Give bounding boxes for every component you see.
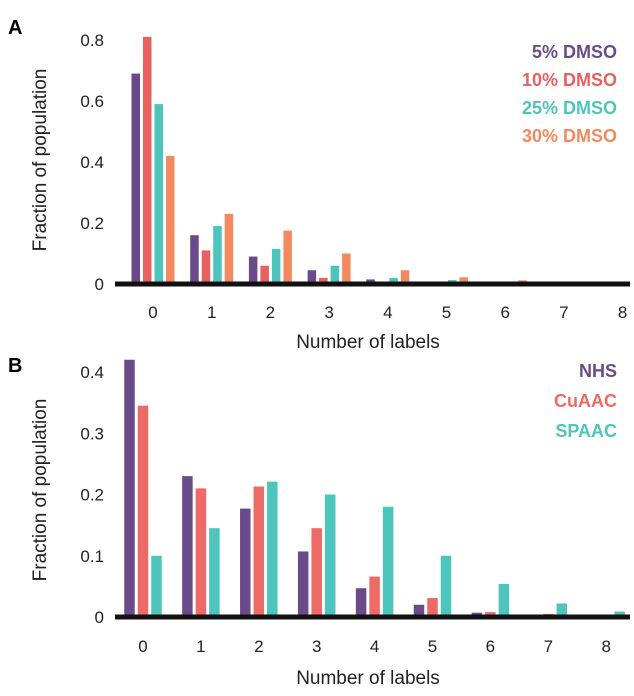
y-tick-label: 0.8 xyxy=(80,31,104,50)
y-tick-label: 0 xyxy=(95,275,104,294)
legend-entry: NHS xyxy=(579,361,617,381)
bar xyxy=(138,406,149,617)
x-tick-label: 7 xyxy=(544,637,553,656)
bar xyxy=(196,488,207,617)
bar xyxy=(132,74,141,284)
bar xyxy=(143,37,152,284)
bar xyxy=(155,104,164,284)
x-axis-title-a: Number of labels xyxy=(296,332,440,353)
bar xyxy=(166,156,175,284)
bar xyxy=(311,528,322,617)
y-tick-label: 0 xyxy=(95,608,104,627)
bar xyxy=(209,528,220,617)
bar xyxy=(213,226,222,284)
panel-b: B Fraction of population Number of label… xyxy=(8,355,630,689)
bar xyxy=(383,507,394,617)
legend-entry: 10% DMSO xyxy=(522,70,617,90)
bar xyxy=(124,360,135,617)
x-tick-label: 8 xyxy=(601,637,610,656)
legend-entry: SPAAC xyxy=(555,421,617,441)
bar xyxy=(182,476,193,617)
panel-letter-a: A xyxy=(8,17,22,39)
x-tick-labels-b: 0 1 2 3 4 5 6 7 8 xyxy=(138,637,611,656)
x-axis-title-b: Number of labels xyxy=(296,668,440,689)
bar xyxy=(240,509,251,617)
x-tick-labels-a: 0 1 2 3 4 5 6 7 8 xyxy=(148,303,627,322)
x-tick-label: 2 xyxy=(254,637,263,656)
x-tick-label: 3 xyxy=(312,637,321,656)
bar xyxy=(260,266,269,284)
bar xyxy=(283,231,292,284)
bar xyxy=(356,588,367,617)
bar xyxy=(272,249,281,284)
y-tick-label: 0.2 xyxy=(80,214,104,233)
x-tick-label: 7 xyxy=(559,303,568,322)
y-tick-label: 0.3 xyxy=(80,424,104,443)
x-tick-label: 3 xyxy=(324,303,333,322)
x-tick-label: 4 xyxy=(370,637,379,656)
legend-entry: 25% DMSO xyxy=(522,98,617,118)
x-tick-label: 5 xyxy=(442,303,451,322)
y-axis-title-b: Fraction of population xyxy=(30,399,51,582)
bar xyxy=(202,250,211,284)
bar xyxy=(499,584,510,617)
legend-entry: CuAAC xyxy=(554,391,617,411)
bar xyxy=(369,577,380,617)
bar xyxy=(298,551,309,617)
x-tick-label: 4 xyxy=(383,303,392,322)
legend-a: 5% DMSO 10% DMSO 25% DMSO 30% DMSO xyxy=(522,42,617,146)
y-tick-label: 0.1 xyxy=(80,547,104,566)
x-tick-label: 6 xyxy=(486,637,495,656)
bar xyxy=(225,214,234,284)
legend-entry: 5% DMSO xyxy=(532,42,617,62)
y-axis-title-a: Fraction of population xyxy=(30,69,51,252)
bar xyxy=(267,482,278,617)
x-tick-label: 2 xyxy=(266,303,275,322)
bar xyxy=(249,257,258,284)
legend-b: NHS CuAAC SPAAC xyxy=(554,361,617,441)
legend-entry: 30% DMSO xyxy=(522,126,617,146)
x-tick-label: 0 xyxy=(148,303,157,322)
y-tick-label: 0.4 xyxy=(80,363,104,382)
bar xyxy=(190,235,199,284)
y-tick-label: 0.4 xyxy=(80,153,104,172)
bar xyxy=(151,556,162,617)
x-tick-label: 5 xyxy=(428,637,437,656)
bar xyxy=(254,487,264,617)
x-tick-label: 1 xyxy=(207,303,216,322)
y-tick-label: 0.6 xyxy=(80,92,104,111)
y-tick-label: 0.2 xyxy=(80,486,104,505)
bar xyxy=(342,254,351,285)
bar xyxy=(441,556,452,617)
y-ticks-a: 0 0.2 0.4 0.6 0.8 xyxy=(80,31,104,294)
x-tick-label: 1 xyxy=(196,637,205,656)
bars-b xyxy=(124,360,625,617)
bar xyxy=(427,598,438,617)
x-tick-label: 6 xyxy=(500,303,509,322)
x-tick-label: 0 xyxy=(138,637,147,656)
panel-a: A Fraction of population Number of label… xyxy=(8,17,634,353)
y-ticks-b: 0 0.1 0.2 0.3 0.4 xyxy=(80,363,104,627)
x-tick-label: 8 xyxy=(618,303,627,322)
panel-letter-b: B xyxy=(8,355,22,377)
bar xyxy=(331,266,340,284)
bar xyxy=(325,495,336,618)
